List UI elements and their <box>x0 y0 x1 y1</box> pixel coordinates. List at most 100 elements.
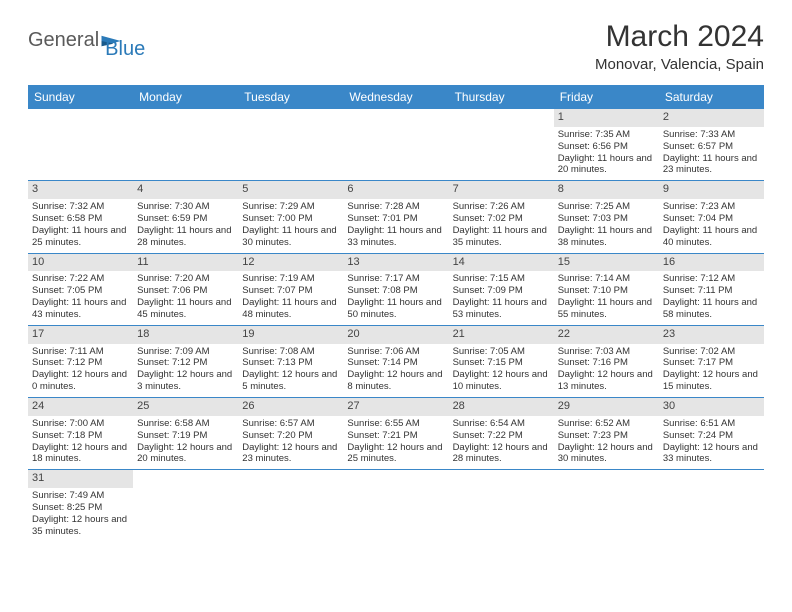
sunrise-text: Sunrise: 7:03 AM <box>558 346 655 358</box>
weeks-container: 1Sunrise: 7:35 AMSunset: 6:56 PMDaylight… <box>28 109 764 542</box>
day-number: 21 <box>449 326 554 344</box>
sunset-text: Sunset: 6:56 PM <box>558 141 655 153</box>
day-number: 14 <box>449 254 554 272</box>
sunrise-text: Sunrise: 7:29 AM <box>242 201 339 213</box>
day-cell: 8Sunrise: 7:25 AMSunset: 7:03 PMDaylight… <box>554 181 659 252</box>
day-number: 28 <box>449 398 554 416</box>
daylight-text: Daylight: 11 hours and 35 minutes. <box>453 225 550 249</box>
day-number: 10 <box>28 254 133 272</box>
sunrise-text: Sunrise: 6:51 AM <box>663 418 760 430</box>
sunset-text: Sunset: 7:19 PM <box>137 430 234 442</box>
day-cell: 3Sunrise: 7:32 AMSunset: 6:58 PMDaylight… <box>28 181 133 252</box>
day-cell: 1Sunrise: 7:35 AMSunset: 6:56 PMDaylight… <box>554 109 659 180</box>
sunset-text: Sunset: 7:14 PM <box>347 357 444 369</box>
sunrise-text: Sunrise: 7:11 AM <box>32 346 129 358</box>
day-number: 30 <box>659 398 764 416</box>
week-row: 24Sunrise: 7:00 AMSunset: 7:18 PMDayligh… <box>28 398 764 470</box>
sunrise-text: Sunrise: 6:58 AM <box>137 418 234 430</box>
day-number: 25 <box>133 398 238 416</box>
day-cell: 22Sunrise: 7:03 AMSunset: 7:16 PMDayligh… <box>554 326 659 397</box>
day-number: 31 <box>28 470 133 488</box>
day-cell: 15Sunrise: 7:14 AMSunset: 7:10 PMDayligh… <box>554 254 659 325</box>
sunrise-text: Sunrise: 6:57 AM <box>242 418 339 430</box>
sunrise-text: Sunrise: 7:49 AM <box>32 490 129 502</box>
day-cell: 18Sunrise: 7:09 AMSunset: 7:12 PMDayligh… <box>133 326 238 397</box>
day-cell: 16Sunrise: 7:12 AMSunset: 7:11 PMDayligh… <box>659 254 764 325</box>
daylight-text: Daylight: 12 hours and 23 minutes. <box>242 442 339 466</box>
empty-cell <box>343 470 448 541</box>
day-cell: 28Sunrise: 6:54 AMSunset: 7:22 PMDayligh… <box>449 398 554 469</box>
daylight-text: Daylight: 11 hours and 25 minutes. <box>32 225 129 249</box>
day-number: 23 <box>659 326 764 344</box>
daylight-text: Daylight: 12 hours and 8 minutes. <box>347 369 444 393</box>
sunset-text: Sunset: 7:03 PM <box>558 213 655 225</box>
sunset-text: Sunset: 7:23 PM <box>558 430 655 442</box>
daylight-text: Daylight: 11 hours and 33 minutes. <box>347 225 444 249</box>
empty-cell <box>343 109 448 180</box>
sunset-text: Sunset: 7:15 PM <box>453 357 550 369</box>
week-row: 10Sunrise: 7:22 AMSunset: 7:05 PMDayligh… <box>28 254 764 326</box>
sunrise-text: Sunrise: 7:02 AM <box>663 346 760 358</box>
header: General Blue March 2024 Monovar, Valenci… <box>0 0 792 81</box>
sunset-text: Sunset: 7:05 PM <box>32 285 129 297</box>
empty-cell <box>238 470 343 541</box>
sunrise-text: Sunrise: 7:25 AM <box>558 201 655 213</box>
daylight-text: Daylight: 12 hours and 25 minutes. <box>347 442 444 466</box>
day-header-thu: Thursday <box>449 85 554 109</box>
day-number: 2 <box>659 109 764 127</box>
daylight-text: Daylight: 12 hours and 10 minutes. <box>453 369 550 393</box>
daylight-text: Daylight: 11 hours and 20 minutes. <box>558 153 655 177</box>
sunrise-text: Sunrise: 7:09 AM <box>137 346 234 358</box>
sunset-text: Sunset: 7:18 PM <box>32 430 129 442</box>
day-cell: 12Sunrise: 7:19 AMSunset: 7:07 PMDayligh… <box>238 254 343 325</box>
daylight-text: Daylight: 12 hours and 3 minutes. <box>137 369 234 393</box>
daylight-text: Daylight: 11 hours and 43 minutes. <box>32 297 129 321</box>
sunset-text: Sunset: 6:59 PM <box>137 213 234 225</box>
daylight-text: Daylight: 12 hours and 20 minutes. <box>137 442 234 466</box>
week-row: 1Sunrise: 7:35 AMSunset: 6:56 PMDaylight… <box>28 109 764 181</box>
sunrise-text: Sunrise: 7:32 AM <box>32 201 129 213</box>
sunrise-text: Sunrise: 7:08 AM <box>242 346 339 358</box>
daylight-text: Daylight: 12 hours and 30 minutes. <box>558 442 655 466</box>
sunset-text: Sunset: 8:25 PM <box>32 502 129 514</box>
day-number: 9 <box>659 181 764 199</box>
day-number: 22 <box>554 326 659 344</box>
day-number: 12 <box>238 254 343 272</box>
daylight-text: Daylight: 11 hours and 55 minutes. <box>558 297 655 321</box>
day-cell: 14Sunrise: 7:15 AMSunset: 7:09 PMDayligh… <box>449 254 554 325</box>
day-cell: 10Sunrise: 7:22 AMSunset: 7:05 PMDayligh… <box>28 254 133 325</box>
sunset-text: Sunset: 7:11 PM <box>663 285 760 297</box>
sunrise-text: Sunrise: 7:06 AM <box>347 346 444 358</box>
day-number: 13 <box>343 254 448 272</box>
day-cell: 5Sunrise: 7:29 AMSunset: 7:00 PMDaylight… <box>238 181 343 252</box>
week-row: 17Sunrise: 7:11 AMSunset: 7:12 PMDayligh… <box>28 326 764 398</box>
sunrise-text: Sunrise: 7:17 AM <box>347 273 444 285</box>
daylight-text: Daylight: 11 hours and 23 minutes. <box>663 153 760 177</box>
daylight-text: Daylight: 11 hours and 28 minutes. <box>137 225 234 249</box>
sunset-text: Sunset: 7:00 PM <box>242 213 339 225</box>
day-cell: 13Sunrise: 7:17 AMSunset: 7:08 PMDayligh… <box>343 254 448 325</box>
daylight-text: Daylight: 12 hours and 15 minutes. <box>663 369 760 393</box>
day-number: 24 <box>28 398 133 416</box>
sunrise-text: Sunrise: 7:22 AM <box>32 273 129 285</box>
day-cell: 26Sunrise: 6:57 AMSunset: 7:20 PMDayligh… <box>238 398 343 469</box>
logo-text-general: General <box>28 29 99 52</box>
sunrise-text: Sunrise: 7:30 AM <box>137 201 234 213</box>
sunrise-text: Sunrise: 7:35 AM <box>558 129 655 141</box>
day-cell: 7Sunrise: 7:26 AMSunset: 7:02 PMDaylight… <box>449 181 554 252</box>
sunset-text: Sunset: 7:20 PM <box>242 430 339 442</box>
sunrise-text: Sunrise: 7:05 AM <box>453 346 550 358</box>
day-cell: 27Sunrise: 6:55 AMSunset: 7:21 PMDayligh… <box>343 398 448 469</box>
day-cell: 19Sunrise: 7:08 AMSunset: 7:13 PMDayligh… <box>238 326 343 397</box>
empty-cell <box>659 470 764 541</box>
day-number: 20 <box>343 326 448 344</box>
day-number: 17 <box>28 326 133 344</box>
day-number: 8 <box>554 181 659 199</box>
daylight-text: Daylight: 11 hours and 53 minutes. <box>453 297 550 321</box>
empty-cell <box>238 109 343 180</box>
sunrise-text: Sunrise: 7:15 AM <box>453 273 550 285</box>
sunset-text: Sunset: 7:09 PM <box>453 285 550 297</box>
day-number: 27 <box>343 398 448 416</box>
calendar: Sunday Monday Tuesday Wednesday Thursday… <box>28 85 764 542</box>
daylight-text: Daylight: 12 hours and 0 minutes. <box>32 369 129 393</box>
